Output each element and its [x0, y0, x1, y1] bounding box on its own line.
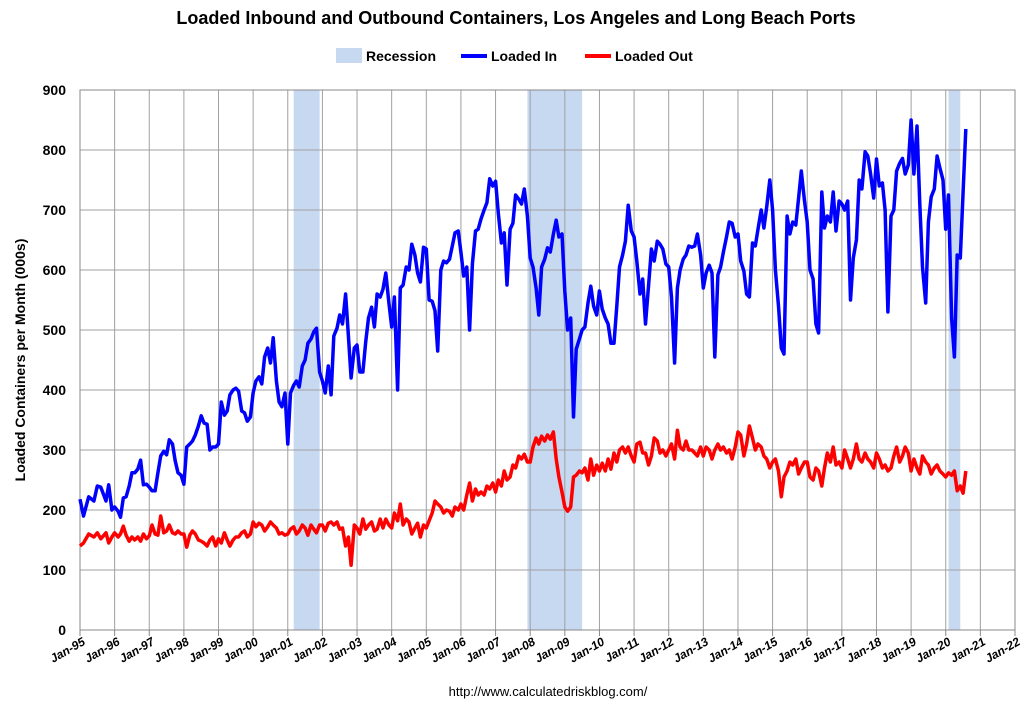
x-tick-label: Jan-15	[740, 634, 780, 665]
y-tick-label: 200	[43, 502, 67, 518]
x-tick-label: Jan-10	[567, 634, 607, 665]
x-tick-label: Jan-97	[117, 634, 158, 666]
y-axis-ticks: 0 100 200 300 400 500 600 700 800 900	[43, 82, 67, 638]
y-tick-label: 300	[43, 442, 67, 458]
x-tick-label: Jan-19	[879, 634, 919, 665]
x-tick-label: Jan-98	[151, 634, 191, 665]
legend-swatch-recession	[336, 48, 362, 63]
source-text: http://www.calculatedriskblog.com/	[449, 684, 648, 699]
x-tick-label: Jan-14	[706, 634, 746, 665]
x-tick-label: Jan-05	[394, 634, 434, 665]
x-tick-label: Jan-96	[82, 634, 122, 665]
legend-label-loaded-out: Loaded Out	[615, 48, 693, 64]
series-loaded-in	[78, 118, 968, 519]
x-tick-label: Jan-21	[948, 634, 988, 665]
x-tick-label: Jan-16	[775, 634, 815, 665]
x-tick-label: Jan-95	[48, 634, 88, 665]
y-tick-label: 0	[58, 622, 66, 638]
series	[78, 118, 968, 567]
x-tick-label: Jan-00	[221, 634, 261, 665]
legend: Recession Loaded In Loaded Out	[336, 48, 693, 64]
x-tick-label: Jan-09	[532, 634, 572, 665]
x-tick-label: Jan-04	[359, 634, 399, 665]
x-tick-label: Jan-06	[428, 634, 468, 665]
x-tick-label: Jan-13	[671, 634, 711, 665]
legend-label-loaded-in: Loaded In	[491, 48, 557, 64]
series-loaded-out	[78, 424, 968, 567]
x-tick-label: Jan-11	[602, 634, 641, 665]
chart-title: Loaded Inbound and Outbound Containers, …	[176, 8, 855, 28]
x-tick-label: Jan-03	[325, 634, 365, 665]
x-tick-label: Jan-01	[255, 634, 295, 665]
x-tick-label: Jan-02	[290, 634, 330, 665]
y-tick-label: 500	[43, 322, 67, 338]
x-tick-label: Jan-07	[463, 634, 504, 666]
x-tick-label: Jan-18	[844, 634, 884, 665]
y-tick-label: 100	[43, 562, 67, 578]
y-tick-label: 400	[43, 382, 67, 398]
x-tick-label: Jan-12	[636, 634, 676, 665]
x-tick-label: Jan-22	[983, 634, 1023, 665]
x-axis-ticks: Jan-95Jan-96Jan-97Jan-98Jan-99Jan-00Jan-…	[48, 630, 1023, 666]
legend-label-recession: Recession	[366, 48, 436, 64]
recession-band-3	[948, 90, 961, 630]
x-tick-label: Jan-99	[186, 634, 226, 665]
x-tick-label: Jan-17	[809, 634, 850, 666]
recession-band-2	[527, 90, 583, 630]
y-tick-label: 700	[43, 202, 67, 218]
y-tick-label: 900	[43, 82, 67, 98]
y-axis-label: Loaded Containers per Month (000s)	[12, 239, 28, 482]
x-tick-label: Jan-08	[498, 634, 538, 665]
y-tick-label: 800	[43, 142, 67, 158]
recession-bands	[293, 90, 961, 630]
y-tick-label: 600	[43, 262, 67, 278]
x-tick-label: Jan-20	[913, 634, 953, 665]
plot-area-border	[79, 89, 1016, 631]
